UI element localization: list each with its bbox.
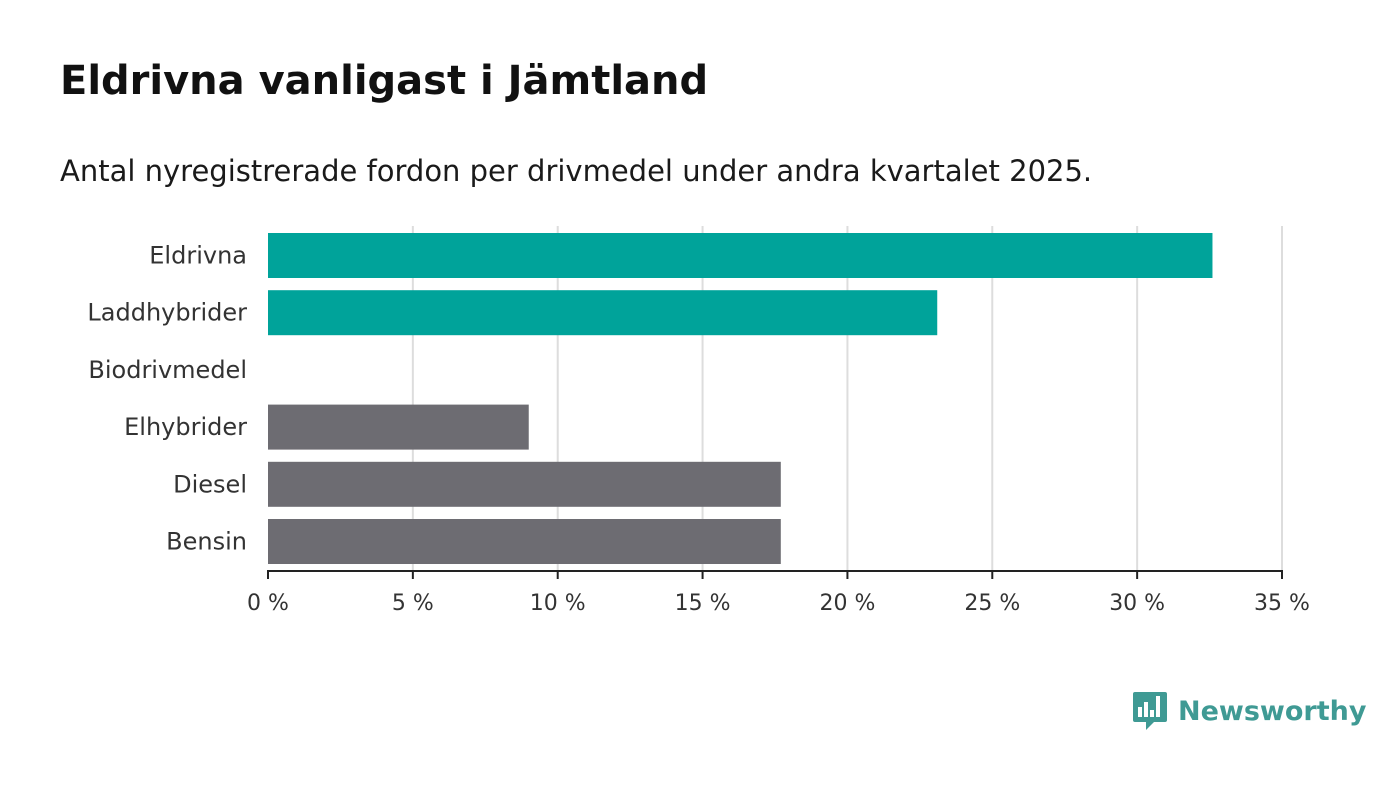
x-tick-label: 35 %	[1254, 591, 1310, 616]
x-tick-label: 15 %	[675, 591, 731, 616]
bar-eldrivna	[268, 233, 1213, 278]
x-tick-label: 25 %	[964, 591, 1020, 616]
category-label: Biodrivmedel	[88, 356, 247, 384]
bar-diesel	[268, 461, 781, 507]
chart-title: Eldrivna vanligast i Jämtland	[60, 58, 709, 104]
category-label: Eldrivna	[149, 242, 247, 270]
newsworthy-logo-icon	[1133, 692, 1167, 730]
x-tick-label: 20 %	[819, 591, 875, 616]
bar-laddhybrider	[268, 290, 938, 336]
brand-name: Newsworthy	[1178, 695, 1367, 727]
category-label: Laddhybrider	[87, 299, 247, 327]
x-tick-label: 10 %	[530, 591, 586, 616]
category-label: Diesel	[173, 470, 247, 498]
x-tick-label: 5 %	[392, 591, 434, 616]
category-label: Bensin	[166, 528, 247, 556]
bar-elhybrider	[268, 404, 529, 450]
bar-bensin	[268, 519, 781, 564]
brand-logo: Newsworthy	[1132, 690, 1366, 732]
category-label: Elhybrider	[124, 413, 247, 441]
x-tick-label: 0 %	[247, 591, 289, 616]
chart-subtitle: Antal nyregistrerade fordon per drivmede…	[60, 154, 1093, 188]
x-tick-label: 30 %	[1109, 591, 1165, 616]
